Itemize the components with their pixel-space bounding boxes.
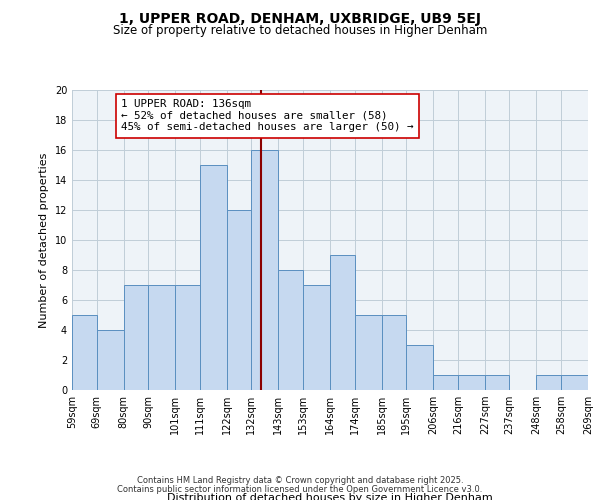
Bar <box>200 165 227 390</box>
Text: 1, UPPER ROAD, DENHAM, UXBRIDGE, UB9 5EJ: 1, UPPER ROAD, DENHAM, UXBRIDGE, UB9 5EJ <box>119 12 481 26</box>
Bar <box>124 285 148 390</box>
Bar <box>303 285 330 390</box>
Bar <box>561 375 588 390</box>
Bar <box>458 375 485 390</box>
Bar <box>406 345 433 390</box>
Bar <box>227 210 251 390</box>
Bar <box>382 315 406 390</box>
Bar <box>278 270 303 390</box>
Bar <box>251 150 278 390</box>
Text: Size of property relative to detached houses in Higher Denham: Size of property relative to detached ho… <box>113 24 487 37</box>
Text: 1 UPPER ROAD: 136sqm
← 52% of detached houses are smaller (58)
45% of semi-detac: 1 UPPER ROAD: 136sqm ← 52% of detached h… <box>121 99 413 132</box>
Bar <box>175 285 200 390</box>
X-axis label: Distribution of detached houses by size in Higher Denham: Distribution of detached houses by size … <box>167 492 493 500</box>
Bar <box>536 375 561 390</box>
Bar <box>355 315 382 390</box>
Bar <box>72 315 97 390</box>
Bar <box>433 375 458 390</box>
Bar <box>485 375 509 390</box>
Bar <box>148 285 175 390</box>
Bar <box>330 255 355 390</box>
Bar <box>97 330 124 390</box>
Text: Contains HM Land Registry data © Crown copyright and database right 2025.: Contains HM Land Registry data © Crown c… <box>137 476 463 485</box>
Y-axis label: Number of detached properties: Number of detached properties <box>39 152 49 328</box>
Text: Contains public sector information licensed under the Open Government Licence v3: Contains public sector information licen… <box>118 485 482 494</box>
